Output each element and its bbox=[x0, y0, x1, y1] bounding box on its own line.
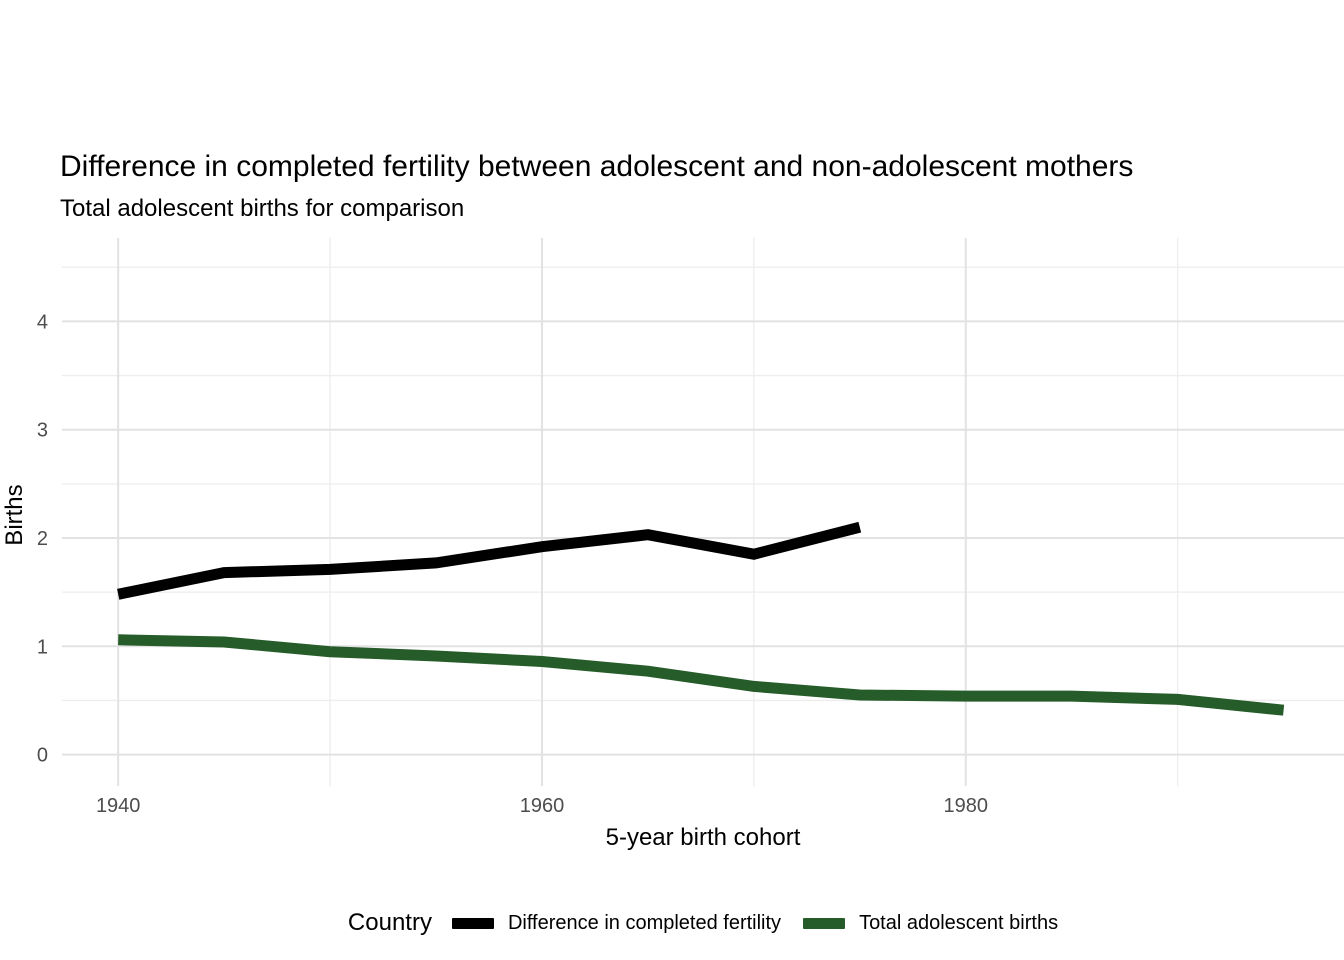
legend-item-label: Total adolescent births bbox=[859, 911, 1059, 934]
legend-item: Total adolescent births bbox=[803, 912, 1058, 935]
x-axis-title: 5-year birth cohort bbox=[605, 824, 801, 851]
y-axis-title: Births bbox=[1, 484, 28, 546]
legend-swatch bbox=[803, 917, 846, 929]
legend-swatch bbox=[451, 917, 494, 929]
y-tick-label: 4 bbox=[37, 311, 48, 333]
x-tick-label: 1940 bbox=[96, 795, 141, 817]
chart-subtitle: Total adolescent births for comparison bbox=[60, 195, 465, 222]
legend-items: Difference in completed fertility Total a… bbox=[451, 911, 1058, 935]
legend-item: Difference in completed fertility bbox=[451, 911, 782, 935]
legend-item-label: Difference in completed fertility bbox=[507, 911, 782, 934]
x-tick-label: 1960 bbox=[520, 795, 565, 817]
y-tick-label: 2 bbox=[37, 528, 48, 550]
legend-title: Country bbox=[347, 909, 432, 936]
x-tick-label: 1980 bbox=[944, 795, 989, 817]
y-tick-label: 0 bbox=[37, 745, 48, 767]
series-line bbox=[118, 634, 1285, 716]
chart-title: Difference in completed fertility betwee… bbox=[60, 150, 1134, 183]
legend: Country Difference in completed fertilit… bbox=[62, 906, 1344, 940]
series-line bbox=[117, 521, 862, 600]
y-tick-label: 3 bbox=[37, 420, 48, 442]
y-tick-label: 1 bbox=[37, 636, 48, 658]
